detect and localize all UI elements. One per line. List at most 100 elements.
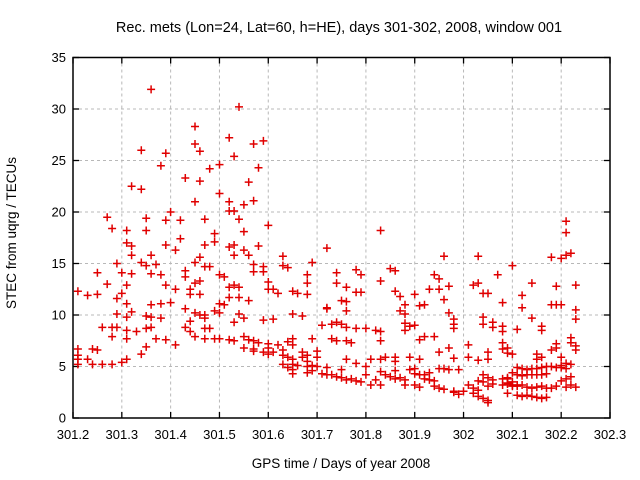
- data-point: [191, 140, 199, 148]
- data-point: [200, 215, 209, 224]
- data-point: [518, 381, 527, 389]
- data-point: [542, 393, 551, 402]
- data-point: [469, 389, 478, 398]
- data-point: [508, 368, 517, 377]
- data-point: [161, 149, 170, 158]
- data-point: [420, 374, 429, 383]
- data-point: [410, 321, 419, 330]
- data-point: [357, 288, 365, 297]
- data-point: [278, 252, 287, 261]
- data-point: [327, 320, 336, 329]
- data-point: [391, 366, 400, 375]
- data-point: [298, 312, 307, 320]
- x-tick-label: 302.3: [594, 427, 627, 442]
- data-point: [401, 326, 409, 335]
- data-point: [93, 346, 102, 354]
- data-point: [181, 304, 190, 313]
- data-point: [357, 377, 365, 386]
- data-point: [425, 285, 434, 294]
- data-point: [142, 324, 151, 333]
- data-point: [147, 85, 156, 94]
- x-tick-label: 301.5: [203, 427, 236, 442]
- data-point: [181, 174, 190, 182]
- data-point: [425, 368, 434, 377]
- data-point: [479, 313, 488, 322]
- data-point: [571, 315, 580, 324]
- data-point: [342, 306, 351, 315]
- data-point: [376, 327, 385, 336]
- data-point: [259, 136, 268, 145]
- data-point: [376, 367, 385, 376]
- data-point: [293, 289, 302, 298]
- data-point: [415, 335, 424, 344]
- data-point: [259, 348, 268, 357]
- data-point: [186, 317, 195, 326]
- data-point: [191, 122, 199, 131]
- data-point: [513, 382, 522, 391]
- data-point: [440, 295, 448, 304]
- data-point: [303, 368, 312, 377]
- y-tick-label: 15: [52, 256, 66, 271]
- data-point: [454, 390, 463, 399]
- data-point: [479, 394, 488, 403]
- data-point: [474, 252, 483, 261]
- data-point: [122, 313, 131, 322]
- data-point: [122, 299, 131, 308]
- data-point: [147, 323, 156, 332]
- data-point: [147, 269, 156, 278]
- data-point: [230, 152, 239, 161]
- data-point: [205, 262, 214, 271]
- data-point: [391, 287, 400, 296]
- data-point: [357, 270, 365, 279]
- data-point: [557, 363, 566, 372]
- data-point: [435, 348, 444, 357]
- x-tick-label: 301.3: [106, 427, 139, 442]
- data-point: [215, 270, 224, 279]
- data-point: [176, 216, 185, 225]
- data-point: [503, 379, 512, 387]
- data-point: [396, 373, 405, 382]
- data-point: [352, 324, 361, 333]
- data-point: [230, 241, 239, 249]
- data-point: [127, 307, 136, 316]
- data-point: [337, 296, 346, 305]
- data-point: [571, 346, 580, 354]
- data-point: [332, 336, 341, 345]
- data-point: [210, 237, 219, 246]
- data-point: [566, 338, 575, 347]
- data-point: [376, 381, 385, 389]
- data-point: [440, 252, 448, 261]
- data-point: [122, 355, 131, 364]
- data-point: [225, 207, 234, 215]
- data-point: [103, 213, 112, 222]
- data-point: [225, 243, 234, 251]
- data-point: [215, 334, 224, 343]
- data-point: [347, 374, 356, 383]
- data-point: [235, 102, 243, 111]
- data-point: [532, 383, 541, 392]
- data-point: [235, 283, 243, 292]
- data-point: [244, 178, 253, 187]
- data-point: [493, 270, 502, 279]
- data-point: [444, 308, 453, 317]
- x-axis-label: GPS time / Days of year 2008: [252, 456, 431, 471]
- data-point: [313, 362, 322, 371]
- data-point: [239, 344, 248, 352]
- data-point: [103, 280, 112, 289]
- data-point: [249, 336, 258, 345]
- y-tick-label: 25: [52, 153, 66, 168]
- data-point: [420, 300, 429, 309]
- data-point: [195, 277, 204, 285]
- data-point: [186, 285, 195, 294]
- data-point: [371, 375, 380, 384]
- data-point: [449, 388, 458, 397]
- data-points: [73, 85, 580, 407]
- data-point: [464, 381, 473, 389]
- data-point: [342, 297, 351, 306]
- data-point: [171, 285, 180, 294]
- data-point: [537, 363, 546, 372]
- data-point: [225, 283, 234, 292]
- y-tick-label: 20: [52, 205, 66, 220]
